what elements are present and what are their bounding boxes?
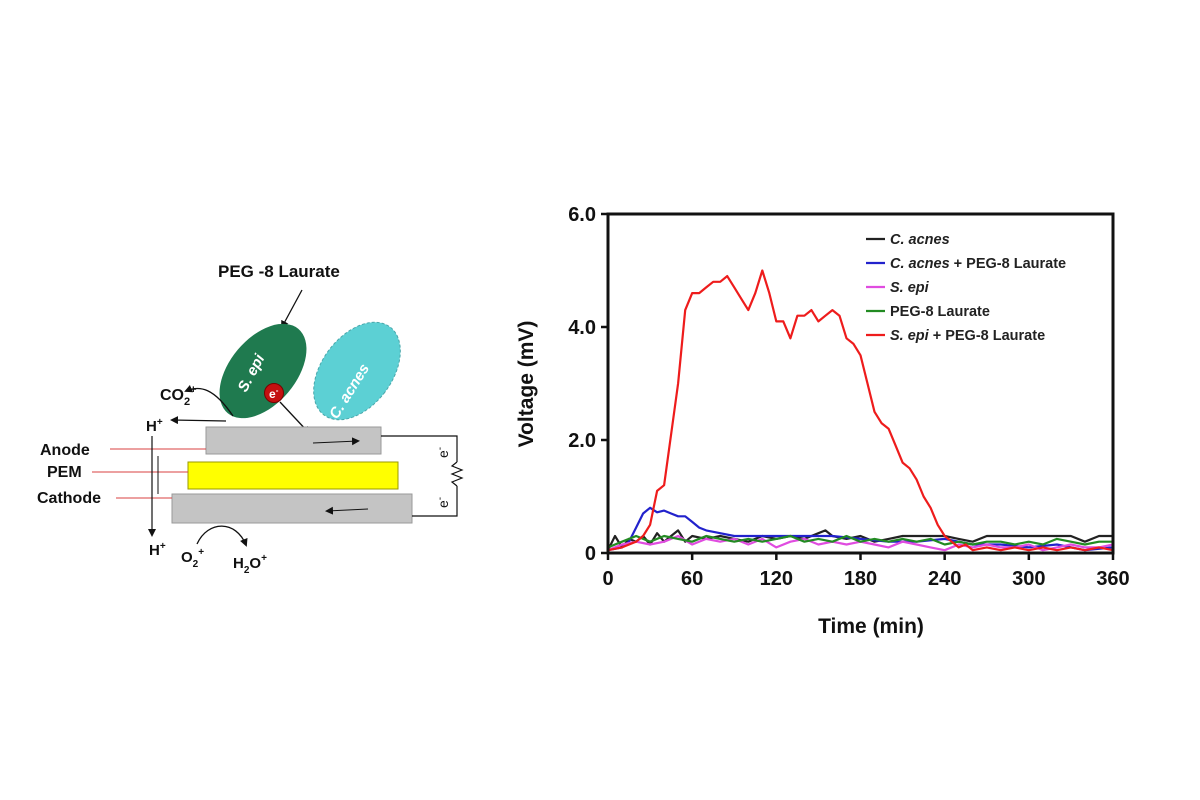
x-axis: 0 60 120 180 240 300 360	[602, 553, 1130, 590]
voltage-chart: 0 60 120 180 240 300 360 0 2.0 4.0 6.0 Time (min)…	[515, 204, 1130, 638]
y-tick-label: 4.0	[568, 317, 596, 339]
cathode-label: Cathode	[37, 490, 101, 507]
electron-label: e-	[269, 386, 279, 401]
series-line-3	[607, 534, 1113, 549]
anode-current-arrow	[312, 437, 360, 446]
y-tick-label: 6.0	[568, 204, 596, 226]
surfactant-label: PEG -8 Laurate	[218, 262, 340, 281]
legend-item-2: S. epi	[866, 280, 930, 296]
s-epi-cell	[219, 323, 307, 419]
legend-label: C. acnes	[890, 232, 950, 248]
x-tick-label: 60	[681, 568, 703, 590]
h-plus-top-label: H+	[146, 417, 163, 435]
y-axis-title: Voltage (mV)	[515, 321, 538, 448]
x-tick-label: 300	[1012, 568, 1045, 590]
legend: C. acnes C. acnes + PEG-8 Laurate S. epi PE…	[866, 232, 1066, 344]
x-tick-label: 0	[602, 568, 613, 590]
circuit-electron-bottom: e-	[435, 497, 451, 508]
pem-membrane	[187, 461, 399, 490]
h-plus-bottom-label: H+	[149, 541, 166, 559]
series-line-4	[607, 269, 1114, 552]
surfactant-arrow	[281, 289, 303, 329]
y-tick-label: 0	[585, 543, 596, 565]
co2-release-arrow	[184, 384, 234, 417]
series-line-0	[607, 529, 1113, 551]
x-axis-title: Time (min)	[818, 615, 924, 638]
h2o-label: H2O+	[233, 553, 267, 576]
legend-item-1: C. acnes + PEG-8 Laurate	[866, 256, 1066, 272]
series-layer	[607, 269, 1114, 552]
circuit-wire-bottom	[412, 486, 458, 517]
resistor	[450, 461, 464, 487]
electron-particle	[264, 383, 284, 403]
cathode-plate	[171, 493, 413, 524]
y-tick-label: 2.0	[568, 430, 596, 452]
fuel-cell-diagram: PEG -8 Laurate S. epi C. acnes e- Anode …	[37, 262, 464, 576]
x-tick-label: 240	[928, 568, 961, 590]
legend-label: PEG-8 Laurate	[890, 304, 990, 320]
legend-label: S. epi	[890, 280, 930, 296]
legend-item-0: C. acnes	[866, 232, 950, 248]
legend-item-3: PEG-8 Laurate	[866, 304, 990, 320]
x-tick-label: 120	[760, 568, 793, 590]
x-tick-label: 180	[844, 568, 877, 590]
co2-label: CO2+	[160, 384, 197, 408]
pem-label: PEM	[47, 464, 82, 481]
water-formation-arrow	[196, 525, 248, 547]
circuit-wire-top	[381, 435, 458, 462]
circuit-electron-top: e-	[435, 447, 451, 458]
x-tick-label: 360	[1096, 568, 1129, 590]
legend-item-4: S. epi + PEG-8 Laurate	[866, 328, 1045, 344]
anode-plate	[205, 426, 382, 455]
c-acnes-cell	[313, 321, 401, 421]
proton-out-arrow	[170, 416, 227, 425]
cathode-current-arrow	[325, 506, 369, 515]
legend-label: C. acnes + PEG-8 Laurate	[890, 256, 1066, 272]
legend-label: S. epi + PEG-8 Laurate	[890, 328, 1045, 344]
o2-label: O2+	[181, 547, 204, 570]
y-axis: 0 2.0 4.0 6.0	[568, 204, 608, 565]
anode-label: Anode	[40, 442, 90, 459]
